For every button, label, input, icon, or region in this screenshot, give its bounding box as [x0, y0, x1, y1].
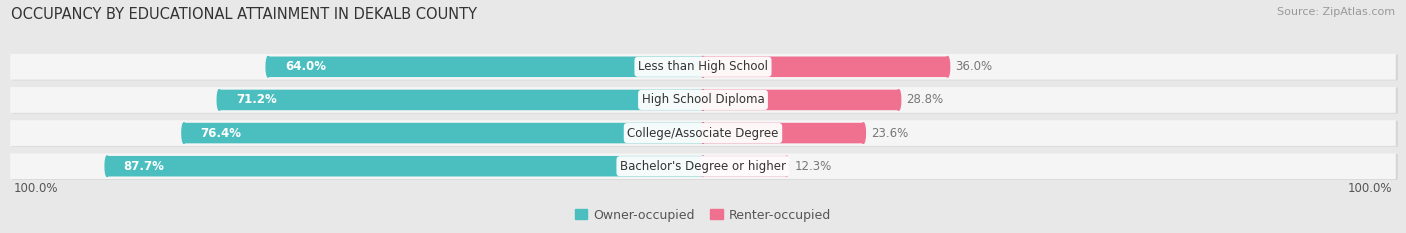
FancyBboxPatch shape	[269, 57, 703, 77]
FancyBboxPatch shape	[107, 156, 703, 176]
Text: College/Associate Degree: College/Associate Degree	[627, 127, 779, 140]
Circle shape	[181, 123, 186, 143]
FancyBboxPatch shape	[10, 120, 1396, 146]
FancyBboxPatch shape	[703, 57, 948, 77]
Text: 100.0%: 100.0%	[1348, 182, 1392, 195]
FancyBboxPatch shape	[13, 55, 1398, 80]
Text: 28.8%: 28.8%	[907, 93, 943, 106]
Circle shape	[945, 57, 949, 77]
Circle shape	[702, 123, 704, 143]
FancyBboxPatch shape	[219, 90, 703, 110]
Text: Less than High School: Less than High School	[638, 60, 768, 73]
Circle shape	[702, 156, 704, 176]
Circle shape	[702, 57, 704, 77]
Text: Bachelor's Degree or higher: Bachelor's Degree or higher	[620, 160, 786, 173]
Text: 12.3%: 12.3%	[794, 160, 832, 173]
Circle shape	[897, 90, 901, 110]
Text: 76.4%: 76.4%	[201, 127, 242, 140]
Text: 87.7%: 87.7%	[124, 160, 165, 173]
Circle shape	[217, 90, 221, 110]
FancyBboxPatch shape	[703, 90, 898, 110]
Text: 100.0%: 100.0%	[14, 182, 58, 195]
Circle shape	[702, 156, 704, 176]
Circle shape	[105, 156, 110, 176]
Text: 36.0%: 36.0%	[956, 60, 993, 73]
Circle shape	[702, 90, 704, 110]
Text: High School Diploma: High School Diploma	[641, 93, 765, 106]
Legend: Owner-occupied, Renter-occupied: Owner-occupied, Renter-occupied	[569, 204, 837, 226]
FancyBboxPatch shape	[184, 123, 703, 143]
FancyBboxPatch shape	[10, 54, 1396, 80]
Text: OCCUPANCY BY EDUCATIONAL ATTAINMENT IN DEKALB COUNTY: OCCUPANCY BY EDUCATIONAL ATTAINMENT IN D…	[11, 7, 477, 22]
Circle shape	[862, 123, 866, 143]
FancyBboxPatch shape	[10, 153, 1396, 179]
FancyBboxPatch shape	[13, 88, 1398, 113]
Circle shape	[702, 123, 704, 143]
Text: 64.0%: 64.0%	[285, 60, 326, 73]
FancyBboxPatch shape	[703, 156, 786, 176]
Text: 71.2%: 71.2%	[236, 93, 277, 106]
Text: 23.6%: 23.6%	[872, 127, 908, 140]
FancyBboxPatch shape	[13, 121, 1398, 147]
Text: Source: ZipAtlas.com: Source: ZipAtlas.com	[1277, 7, 1395, 17]
FancyBboxPatch shape	[10, 87, 1396, 113]
Circle shape	[702, 90, 704, 110]
Circle shape	[702, 57, 704, 77]
FancyBboxPatch shape	[13, 154, 1398, 180]
FancyBboxPatch shape	[703, 123, 863, 143]
Circle shape	[266, 57, 270, 77]
Circle shape	[785, 156, 789, 176]
